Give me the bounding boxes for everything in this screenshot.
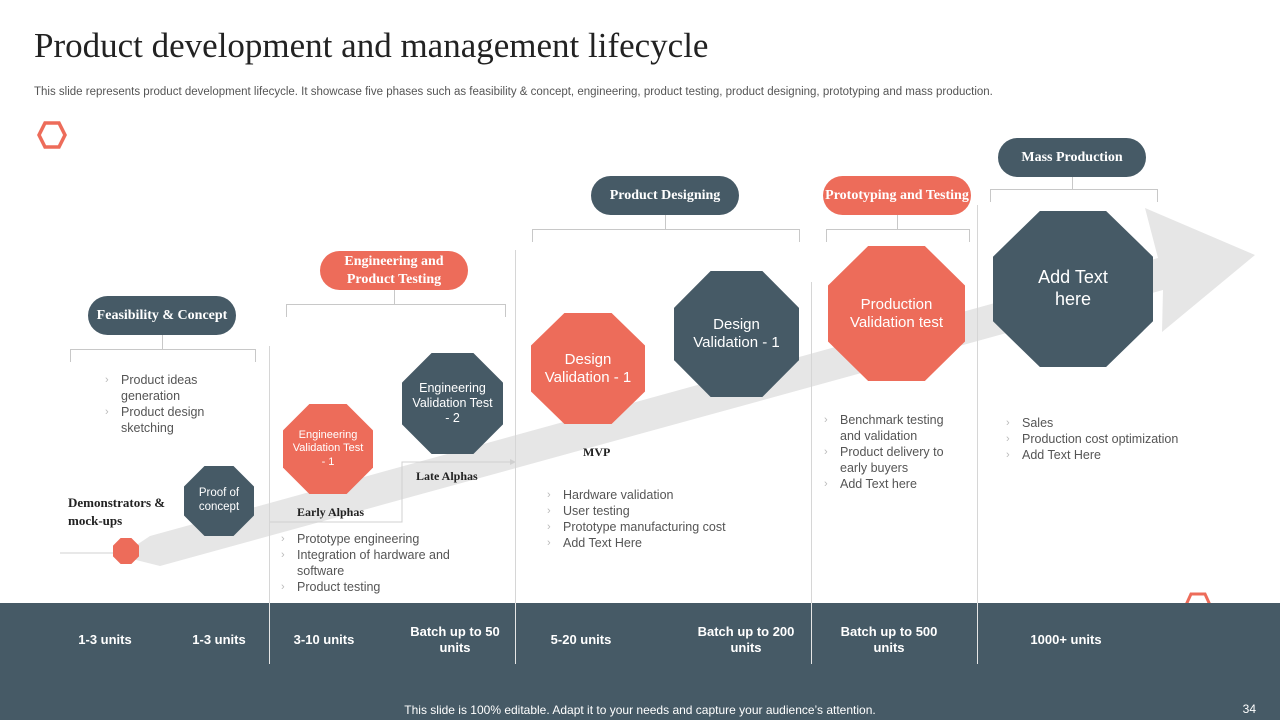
start-marker xyxy=(113,538,139,564)
phase-divider xyxy=(515,250,516,664)
milestone-design-validation-a: Design Validation - 1 xyxy=(531,313,645,424)
band-divider xyxy=(269,603,270,664)
unit-label: Batch up to 500 units xyxy=(840,624,938,655)
phase-bracket xyxy=(990,189,1158,202)
unit-label: 3-10 units xyxy=(293,632,355,647)
list-item: Add Text Here xyxy=(543,535,773,551)
phase-pill-mass-production: Mass Production xyxy=(998,138,1146,177)
unit-label: 1000+ units xyxy=(1030,632,1102,647)
list-item: Product delivery to early buyers xyxy=(820,444,965,476)
page-number: 34 xyxy=(1242,702,1256,716)
phase-bracket xyxy=(70,349,256,362)
milestone-add-text: Add Text here xyxy=(993,211,1153,367)
phase-bracket xyxy=(532,229,800,242)
list-item: Prototype manufacturing cost xyxy=(543,519,773,535)
phase-divider xyxy=(811,282,812,664)
band-divider xyxy=(515,603,516,664)
list-item: Product design sketching xyxy=(101,404,221,436)
footer-note: This slide is 100% editable. Adapt it to… xyxy=(404,703,876,717)
band-divider xyxy=(977,603,978,664)
milestone-proof-of-concept: Proof of concept xyxy=(184,466,254,536)
bracket-stem xyxy=(897,215,898,229)
phase-pill-designing: Product Designing xyxy=(591,176,739,215)
band-divider xyxy=(811,603,812,664)
stage-label-early-alphas: Early Alphas xyxy=(297,505,365,519)
hexagon-icon xyxy=(37,121,67,149)
bracket-stem xyxy=(394,290,395,304)
list-item: User testing xyxy=(543,503,773,519)
unit-label: 1-3 units xyxy=(192,632,246,647)
list-item: Product testing xyxy=(277,579,482,595)
list-item: Sales xyxy=(1002,415,1232,431)
units-band xyxy=(0,603,1280,720)
list-item: Add Text here xyxy=(820,476,965,492)
list-item: Production cost optimization xyxy=(1002,431,1232,447)
phase-pill-engineering: Engineering and Product Testing xyxy=(320,251,468,290)
list-item: Hardware validation xyxy=(543,487,773,503)
milestone-design-validation-b: Design Validation - 1 xyxy=(674,271,799,397)
bullet-list-mass-production: Sales Production cost optimization Add T… xyxy=(1002,415,1232,463)
phase-divider xyxy=(977,205,978,664)
list-item: Integration of hardware and software xyxy=(277,547,482,579)
list-item: Add Text Here xyxy=(1002,447,1232,463)
page-subtitle: This slide represents product developmen… xyxy=(34,86,993,98)
milestone-production-validation: Production Validation test xyxy=(828,246,965,381)
unit-label: Batch up to 50 units xyxy=(410,624,500,655)
bullet-list-engineering: Prototype engineering Integration of har… xyxy=(277,531,482,595)
milestone-evt-1: Engineering Validation Test - 1 xyxy=(283,404,373,494)
list-item: Benchmark testing and validation xyxy=(820,412,965,444)
bullet-list-prototyping: Benchmark testing and validation Product… xyxy=(820,412,965,492)
phase-pill-prototyping: Prototyping and Testing xyxy=(823,176,971,215)
page-title: Product development and management lifec… xyxy=(34,26,709,65)
phase-bracket xyxy=(286,304,506,317)
phase-divider xyxy=(269,346,270,664)
bracket-stem xyxy=(665,215,666,229)
bullet-list-designing: Hardware validation User testing Prototy… xyxy=(543,487,773,551)
stage-label-late-alphas: Late Alphas xyxy=(416,469,478,483)
unit-label: 1-3 units xyxy=(78,632,132,647)
unit-label: 5-20 units xyxy=(550,632,612,647)
bullet-list-feasibility: Product ideas generation Product design … xyxy=(101,372,221,436)
phase-pill-feasibility: Feasibility & Concept xyxy=(88,296,236,335)
unit-label: Batch up to 200 units xyxy=(697,624,795,655)
list-item: Product ideas generation xyxy=(101,372,221,404)
stage-label-demonstrators: Demonstrators & mock-ups xyxy=(68,495,166,528)
phase-bracket xyxy=(826,229,970,242)
bracket-stem xyxy=(162,335,163,349)
list-item: Prototype engineering xyxy=(277,531,482,547)
milestone-evt-2: Engineering Validation Test - 2 xyxy=(402,353,503,454)
bracket-stem xyxy=(1072,177,1073,189)
stage-label-mvp: MVP xyxy=(583,445,611,459)
